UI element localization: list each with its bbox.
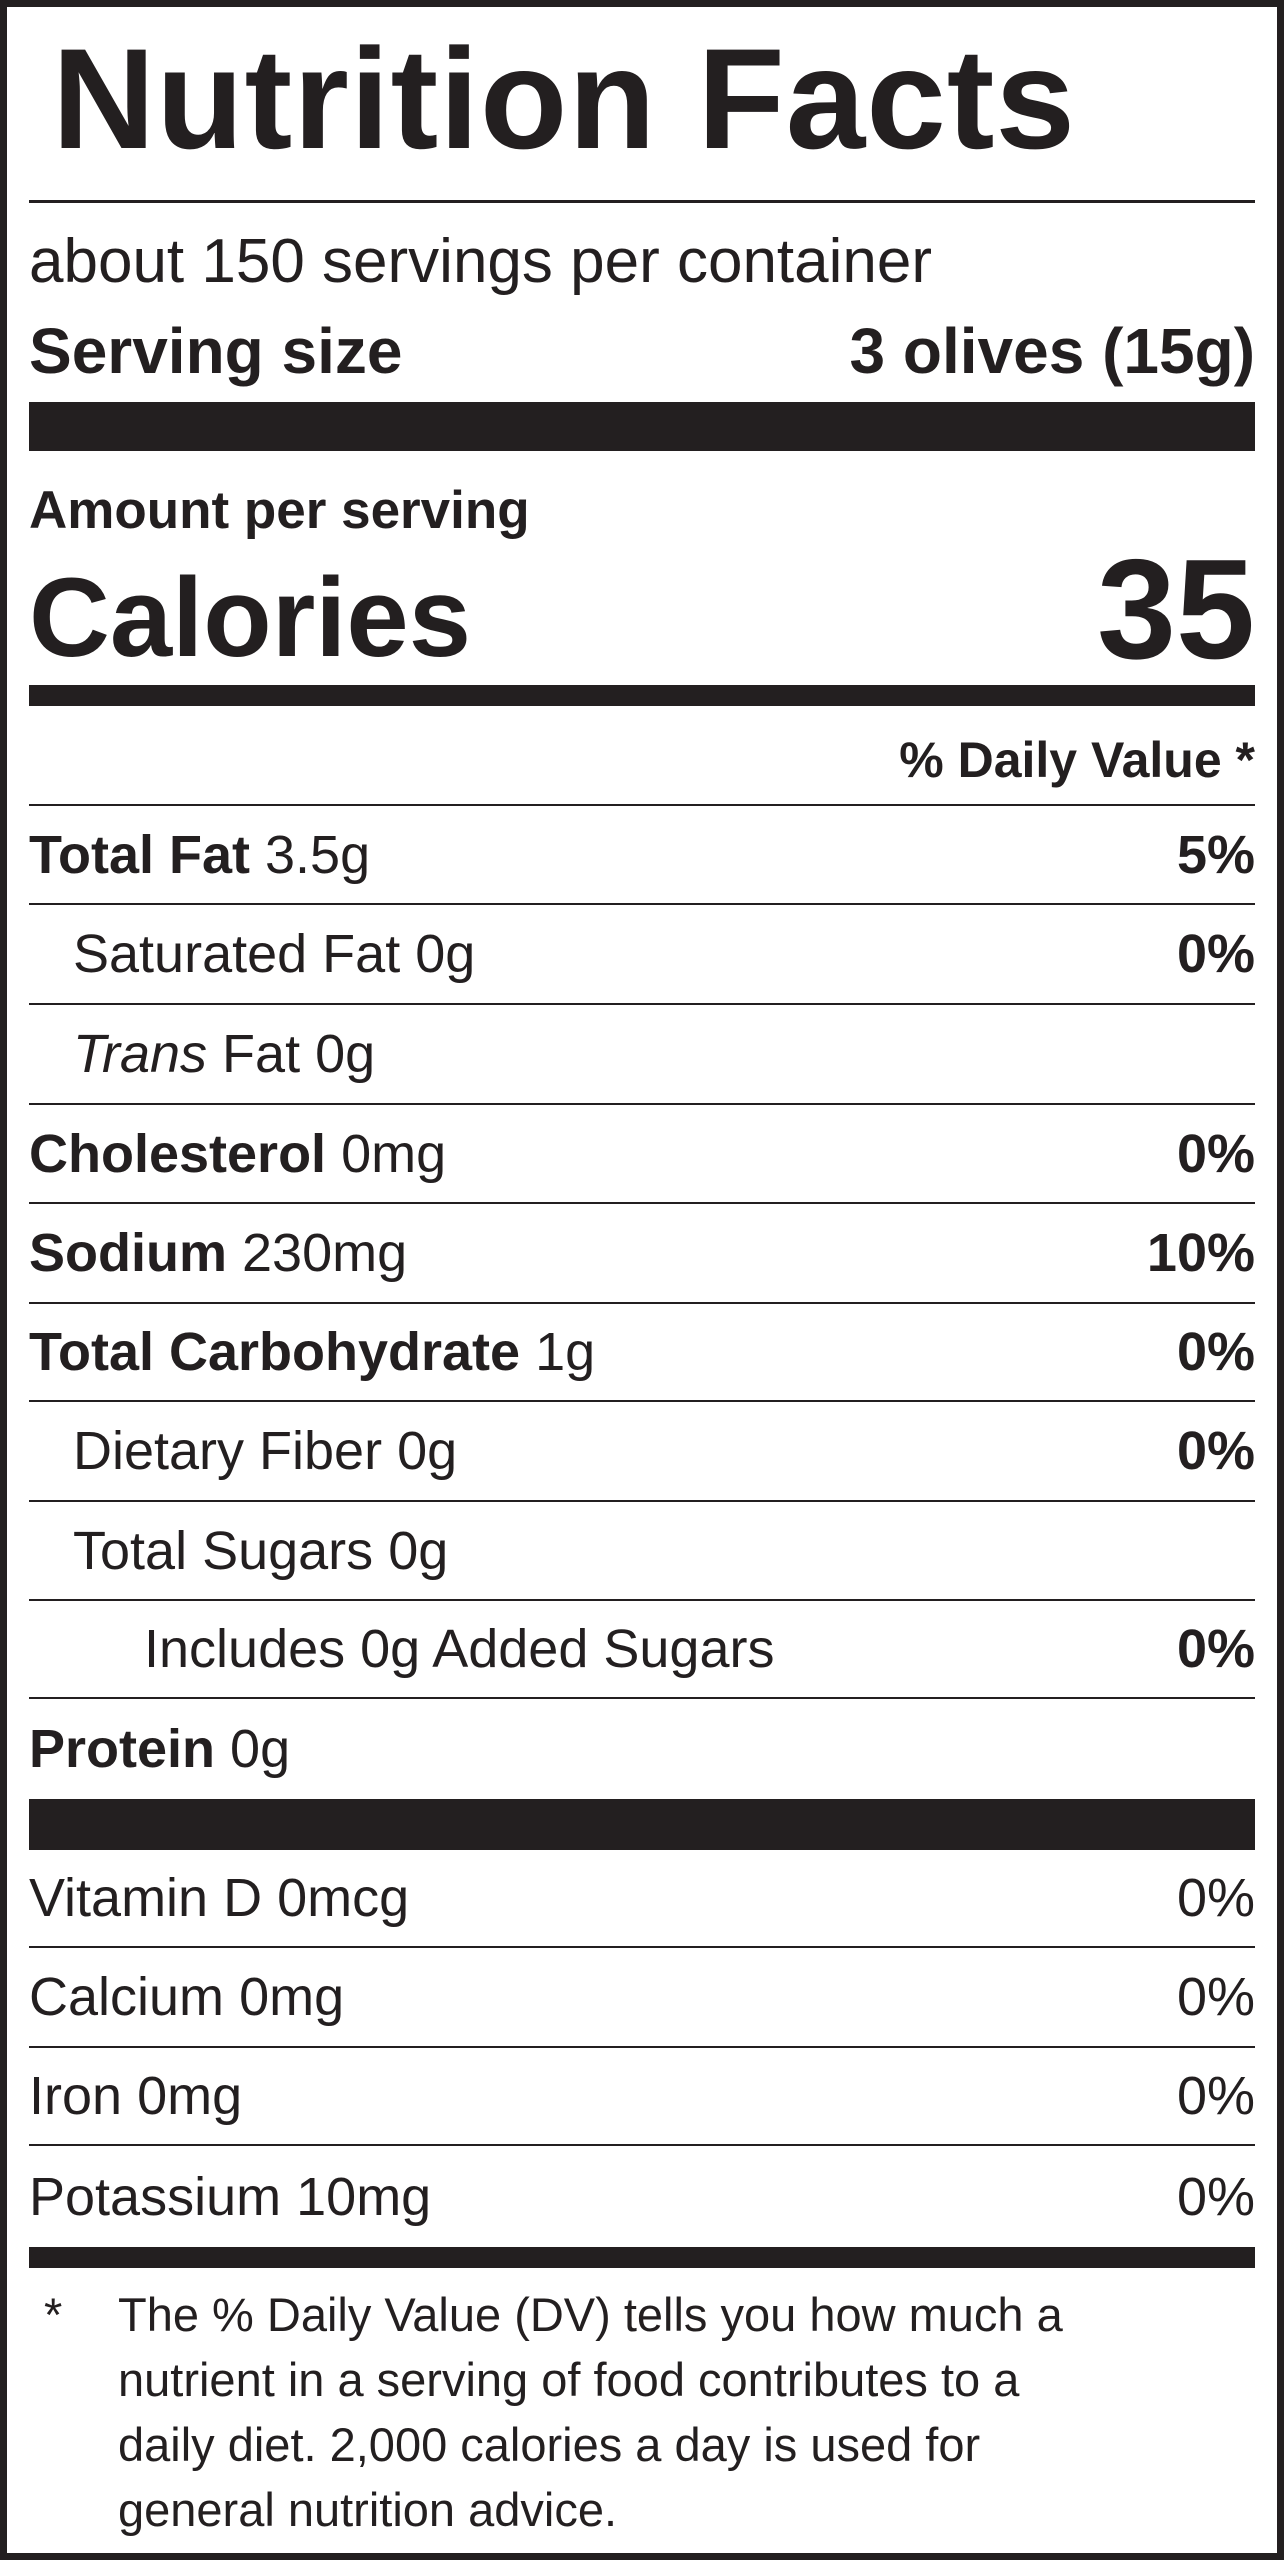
nutrient-name: Total Sugars <box>73 1520 374 1581</box>
nutrient-name-amount: Total Fat 3.5g <box>29 824 370 886</box>
vitamin-row: Potassium 10mg 0% <box>29 2146 1255 2247</box>
nutrient-row: Total Sugars 0g <box>29 1502 1255 1601</box>
nutrient-row: Trans Fat 0g <box>29 1005 1255 1105</box>
thick-divider-middle <box>29 1799 1255 1850</box>
nutrient-name: Sodium <box>29 1223 227 1283</box>
nutrient-amount: 230mg <box>242 1223 408 1283</box>
nutrient-name-amount: Total Sugars 0g <box>29 1520 448 1582</box>
nutrient-row: Total Fat 3.5g 5% <box>29 806 1255 905</box>
nutrient-name: Protein <box>29 1719 216 1779</box>
nutrient-daily-value: 0% <box>1176 1619 1255 1679</box>
nutrient-amount: 0g <box>388 1520 449 1581</box>
vitamin-name-amount: Iron 0mg <box>29 2065 242 2127</box>
vitamin-name-amount: Potassium 10mg <box>29 2166 431 2228</box>
footnote-line: nutrient in a serving of food contribute… <box>118 2353 1020 2406</box>
nutrient-name: Total Fat <box>29 824 250 885</box>
vitamin-amount: 0mg <box>137 2066 243 2126</box>
vitamin-daily-value: 0% <box>1176 1868 1255 1928</box>
nutrient-amount: 0mg <box>341 1123 447 1184</box>
nutrient-name-amount: Protein 0g <box>29 1718 290 1780</box>
nutrient-amount: 3.5g <box>265 824 371 885</box>
nutrient-name-amount: Dietary Fiber 0g <box>29 1420 457 1482</box>
vitamin-amount: 0mcg <box>277 1868 410 1928</box>
nutrient-daily-value: 0% <box>1176 1322 1255 1382</box>
nutrient-row: Includes 0g Added Sugars 0% <box>29 1601 1255 1699</box>
vitamin-row: Calcium 0mg 0% <box>29 1948 1255 2048</box>
medium-divider-bottom <box>29 2247 1255 2268</box>
nutrient-name-amount: Saturated Fat 0g <box>29 923 475 985</box>
thick-divider-top <box>29 402 1255 451</box>
nutrient-row: Dietary Fiber 0g 0% <box>29 1402 1255 1502</box>
servings-per-container: about 150 servings per container <box>29 226 933 296</box>
calories-row: Calories 35 <box>29 530 1255 689</box>
nutrient-name: Cholesterol <box>29 1123 327 1184</box>
title-divider <box>29 200 1255 203</box>
vitamin-name: Iron <box>29 2066 123 2126</box>
serving-size-label: Serving size <box>29 315 403 387</box>
nutrient-name-amount: Trans Fat 0g <box>29 1023 375 1085</box>
nutrient-daily-value: 0% <box>1176 1421 1255 1481</box>
footnote-asterisk: * <box>44 2288 63 2341</box>
nutrient-name-amount: Cholesterol 0mg <box>29 1123 446 1185</box>
vitamin-daily-value: 0% <box>1176 2066 1255 2126</box>
nutrient-row: Saturated Fat 0g 0% <box>29 905 1255 1005</box>
vitamin-name: Vitamin D <box>29 1868 263 1928</box>
footnote-line: daily diet. 2,000 calories a day is used… <box>118 2418 981 2471</box>
nutrient-name-amount: Includes 0g Added Sugars <box>29 1618 774 1680</box>
footnote-text: The % Daily Value (DV) tells you how muc… <box>118 2282 1238 2542</box>
nutrient-row: Cholesterol 0mg 0% <box>29 1105 1255 1204</box>
vitamin-name-amount: Calcium 0mg <box>29 1966 344 2028</box>
footnote-line: The % Daily Value (DV) tells you how muc… <box>118 2288 1063 2341</box>
nutrient-daily-value: 10% <box>1146 1223 1255 1283</box>
nutrient-row: Total Carbohydrate 1g 0% <box>29 1304 1255 1402</box>
calories-value: 35 <box>1097 530 1255 689</box>
serving-size-row: Serving size 3 olives (15g) <box>29 315 1256 387</box>
nutrient-daily-value: 5% <box>1176 824 1255 885</box>
serving-size-value: 3 olives (15g) <box>849 315 1256 387</box>
daily-value-header: % Daily Value * <box>899 732 1255 788</box>
nutrient-amount: 0g <box>230 1719 291 1779</box>
calories-label: Calories <box>29 554 471 680</box>
vitamin-daily-value: 0% <box>1176 2166 1255 2227</box>
nutrient-amount: 0g <box>315 1024 376 1084</box>
nutrient-name: Fat <box>222 1024 301 1084</box>
nutrient-name: Total Carbohydrate <box>29 1322 521 1382</box>
nutrient-name-italic: Trans <box>73 1024 208 1084</box>
vitamin-daily-value: 0% <box>1176 1967 1255 2027</box>
vitamin-name: Calcium <box>29 1967 225 2027</box>
footnote-line: general nutrition advice. <box>118 2483 618 2536</box>
nutrient-name: Saturated Fat <box>73 924 401 984</box>
nutrient-name-amount: Sodium 230mg <box>29 1222 407 1284</box>
label-title: Nutrition Facts <box>52 20 1076 179</box>
nutrient-daily-value: 0% <box>1176 1123 1255 1184</box>
nutrient-amount: 0g <box>415 924 476 984</box>
nutrient-amount: 1g <box>535 1322 596 1382</box>
nutrient-row: Sodium 230mg 10% <box>29 1204 1255 1304</box>
nutrient-amount: 0g <box>397 1421 458 1481</box>
vitamin-name-amount: Vitamin D 0mcg <box>29 1867 409 1929</box>
nutrient-name: Dietary Fiber <box>73 1421 383 1481</box>
vitamin-amount: 0mg <box>239 1967 345 2027</box>
vitamin-row: Vitamin D 0mcg 0% <box>29 1850 1255 1948</box>
vitamin-name: Potassium <box>29 2166 282 2227</box>
dv-divider <box>29 804 1255 806</box>
medium-divider <box>29 685 1255 706</box>
nutrient-name: Includes 0g Added Sugars <box>144 1619 775 1679</box>
nutrient-daily-value: 0% <box>1176 924 1255 984</box>
nutrient-row: Protein 0g <box>29 1699 1255 1799</box>
vitamin-row: Iron 0mg 0% <box>29 2048 1255 2146</box>
vitamin-amount: 10mg <box>296 2166 432 2227</box>
amount-per-serving: Amount per serving <box>29 480 530 540</box>
nutrient-name-amount: Total Carbohydrate 1g <box>29 1321 595 1383</box>
